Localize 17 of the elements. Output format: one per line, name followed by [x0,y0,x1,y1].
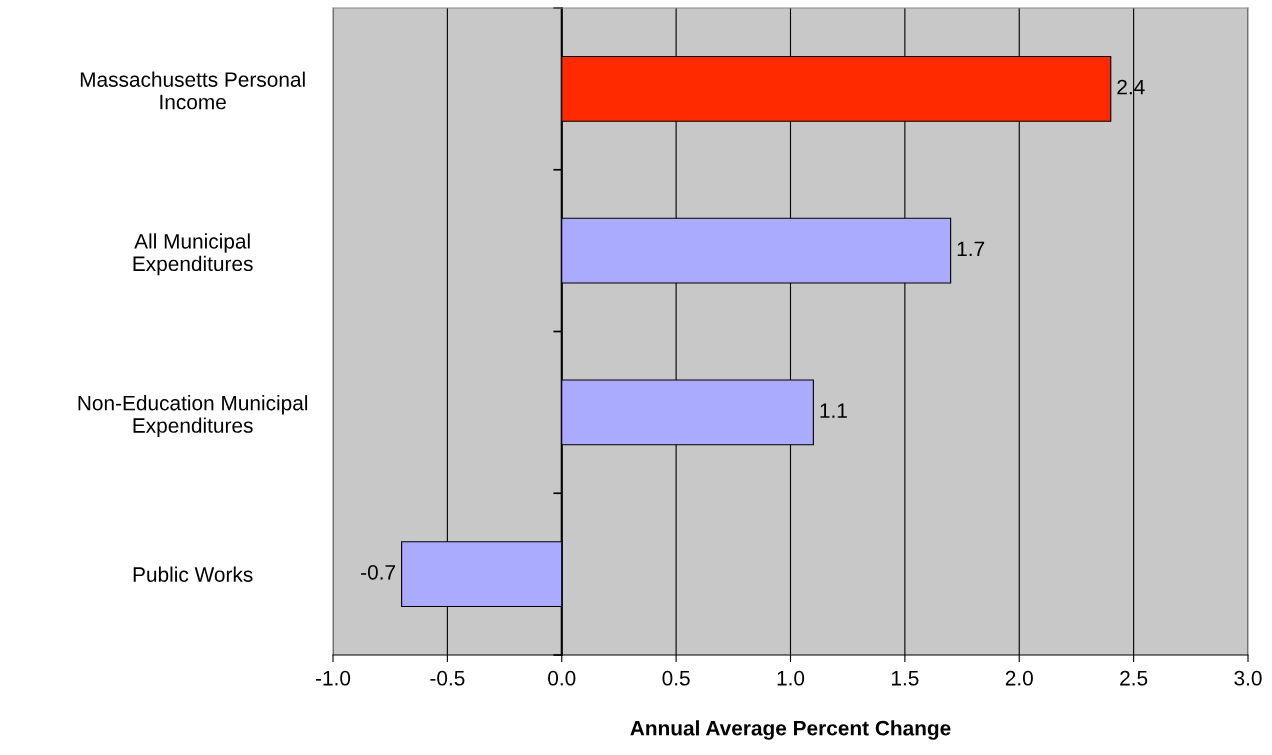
data-label: -0.7 [361,564,396,580]
y-tick-label: Non-Education Municipal Expenditures [78,395,308,437]
x-tick-label: 0.5 [662,670,690,686]
x-tick-label: 1.5 [891,671,919,686]
y-tick-label: All Municipal Expenditures [133,233,253,276]
x-tick-label: 0.0 [548,670,576,686]
x-axis-title: Annual Average Percent Change [630,720,951,740]
y-tick-label: Massachusetts Personal Income [80,71,305,110]
x-tick-label: 2.5 [1120,670,1148,686]
data-label: 1.1 [820,403,847,418]
x-tick-label: 2.0 [1005,670,1033,686]
x-tick-label: 1.0 [777,670,805,686]
y-tick-label: Public Works [133,566,253,582]
data-label: 1.7 [957,241,985,257]
x-tick-label: 3.0 [1234,670,1262,686]
x-tick-label: -0.5 [430,670,465,686]
x-tick-label: -1.0 [315,670,351,686]
